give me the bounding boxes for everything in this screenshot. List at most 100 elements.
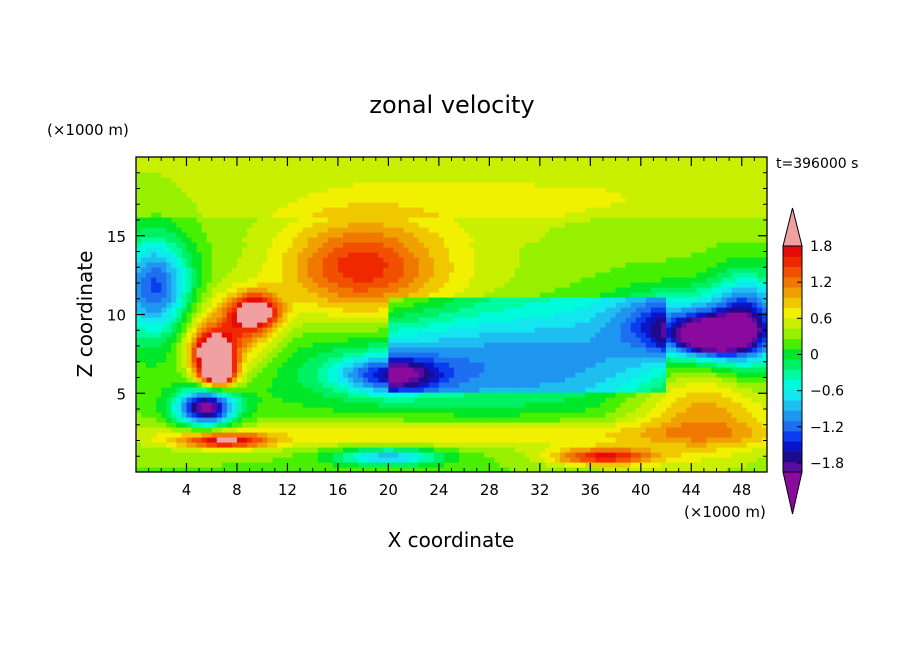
field-cell [509, 397, 516, 403]
field-cell [342, 457, 349, 463]
field-cell [242, 272, 248, 278]
field-cell [317, 277, 324, 283]
field-cell [474, 357, 480, 363]
field-cell [554, 397, 561, 403]
field-cell [317, 397, 324, 403]
field-cell [751, 392, 758, 398]
field-cell [327, 387, 334, 393]
field-cell [570, 402, 576, 408]
field-cell [650, 277, 657, 283]
field-cell [580, 332, 586, 338]
field-cell [666, 402, 672, 408]
field-cell [226, 337, 233, 343]
field-cell [554, 367, 561, 373]
field-cell [393, 412, 400, 418]
field-cell [570, 407, 576, 413]
field-cell [156, 327, 162, 333]
field-cell [630, 277, 637, 283]
field-cell [388, 272, 395, 278]
field-cell [711, 322, 718, 328]
field-cell [322, 457, 329, 463]
field-cell [141, 377, 147, 383]
field-cell [731, 422, 738, 428]
field-cell [312, 337, 319, 343]
field-cell [171, 277, 177, 283]
field-cell [287, 367, 294, 373]
field-cell [640, 462, 647, 468]
field-cell [141, 332, 147, 338]
field-cell [686, 417, 692, 423]
field-cell [337, 352, 344, 358]
field-cell [464, 392, 470, 398]
field-cell [524, 297, 531, 303]
field-cell [615, 397, 622, 403]
field-cell [484, 412, 490, 418]
field-cell [342, 327, 349, 333]
field-cell [141, 457, 147, 463]
field-cell [317, 282, 324, 288]
field-cell [166, 317, 172, 323]
field-cell [701, 292, 708, 298]
field-cell [534, 432, 541, 438]
field-cell [620, 357, 627, 363]
field-cell [610, 317, 617, 323]
field-cell [580, 347, 586, 353]
field-cell [136, 347, 142, 353]
field-cell [565, 372, 571, 378]
field-cell [292, 452, 299, 458]
field-cell [277, 357, 283, 363]
field-cell [423, 377, 430, 383]
field-cell [302, 292, 309, 298]
field-cell [176, 432, 183, 438]
field-cell [413, 362, 420, 368]
field-cell [216, 292, 223, 298]
field-cell [272, 422, 278, 428]
field-cell [161, 357, 167, 363]
field-cell [666, 302, 672, 308]
field-cell [302, 412, 309, 418]
field-cell [146, 297, 152, 303]
field-cell [716, 452, 723, 458]
field-cell [686, 362, 692, 368]
field-cell [211, 287, 218, 293]
field-cell [297, 312, 304, 318]
field-cell [423, 452, 430, 458]
field-cell [544, 427, 551, 433]
field-cell [691, 317, 697, 323]
field-cell [691, 347, 697, 353]
field-cell [317, 332, 324, 338]
field-cell [443, 302, 450, 308]
field-cell [317, 372, 324, 378]
field-cell [272, 402, 278, 408]
field-cell [186, 412, 193, 418]
field-cell [570, 462, 576, 468]
field-cell [519, 402, 526, 408]
field-cell [423, 327, 430, 333]
field-cell [201, 322, 208, 328]
field-cell [741, 322, 748, 328]
field-cell [504, 362, 511, 368]
field-cell [630, 382, 637, 388]
field-cell [570, 367, 576, 373]
field-cell [706, 387, 713, 393]
field-cell [686, 347, 692, 353]
field-cell [363, 427, 369, 433]
field-cell [287, 427, 294, 433]
field-cell [337, 387, 344, 393]
field-cell [282, 402, 289, 408]
field-cell [640, 402, 647, 408]
field-cell [660, 342, 667, 348]
field-cell [161, 282, 167, 288]
field-cell [635, 382, 642, 388]
field-cell [524, 407, 531, 413]
field-cell [585, 407, 591, 413]
field-cell [691, 402, 697, 408]
field-cell [226, 277, 233, 283]
field-cell [494, 442, 501, 448]
field-cell [156, 322, 162, 328]
field-cell [166, 297, 172, 303]
field-cell [181, 372, 188, 378]
field-cell [676, 317, 682, 323]
field-cell [756, 417, 763, 423]
field-cell [418, 397, 425, 403]
